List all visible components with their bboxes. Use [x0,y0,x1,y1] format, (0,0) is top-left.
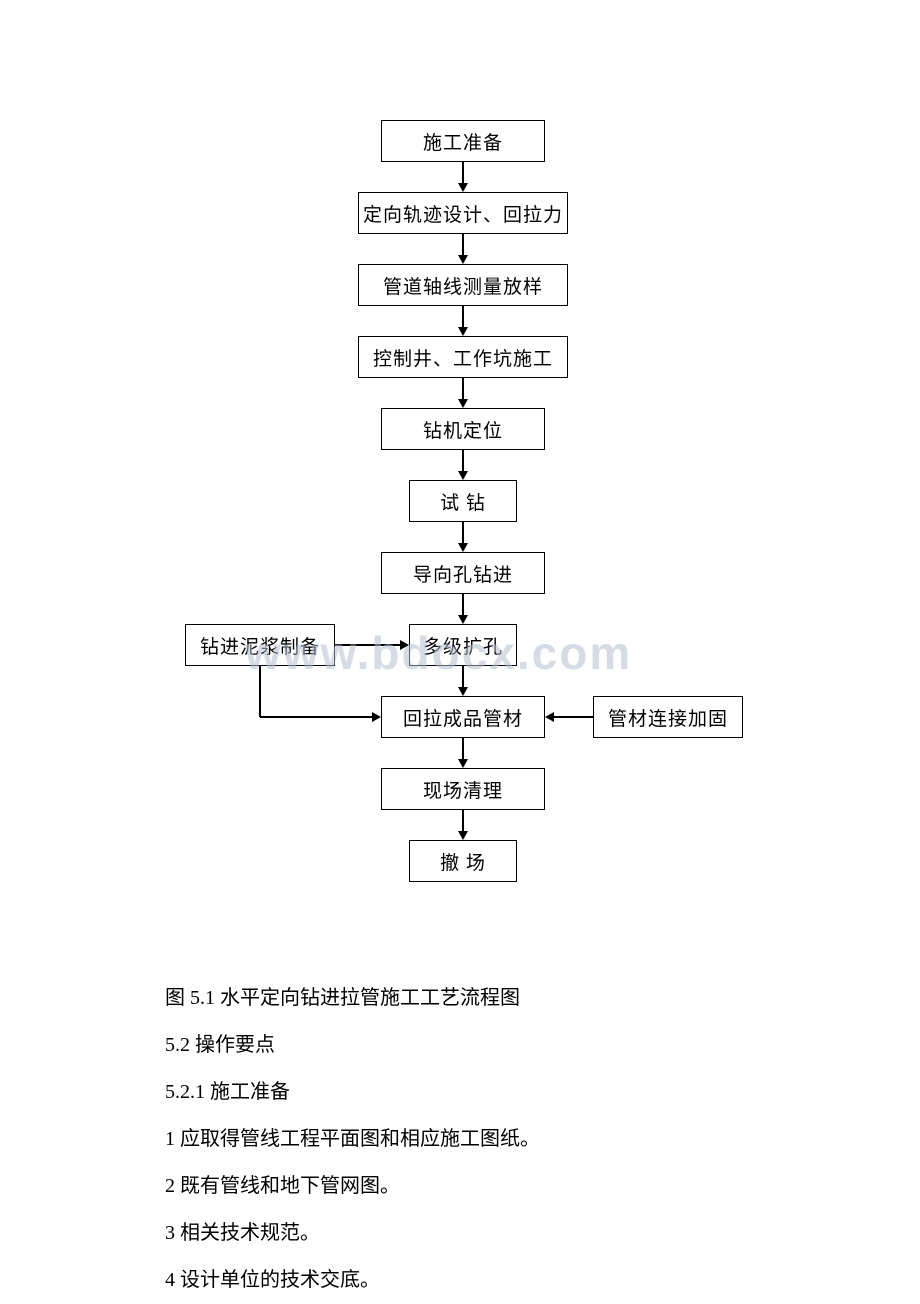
arrow [462,234,464,256]
arrow-head [458,615,468,624]
node-n6: 试 钻 [409,480,517,522]
node-left: 钻进泥浆制备 [185,624,335,666]
node-n11: 撤 场 [409,840,517,882]
node-n4: 控制井、工作坑施工 [358,336,568,378]
para-5: 3 相关技术规范。 [165,1210,785,1257]
node-n8: 多级扩孔 [409,624,517,666]
arrow [462,666,464,688]
node-n9: 回拉成品管材 [381,696,545,738]
node-n3: 管道轴线测量放样 [358,264,568,306]
para-4: 2 既有管线和地下管网图。 [165,1163,785,1210]
arrow-head [458,255,468,264]
arrow [462,738,464,760]
arrow [462,306,464,328]
arrow-head [458,543,468,552]
arrow [462,450,464,472]
arrow [553,716,593,718]
arrow-head [372,712,381,722]
connector [259,666,261,717]
arrow-head [458,399,468,408]
arrow-head [458,183,468,192]
para-1: 5.2 操作要点 [165,1022,785,1069]
arrow [335,644,401,646]
arrow-head [458,831,468,840]
para-3: 1 应取得管线工程平面图和相应施工图纸。 [165,1116,785,1163]
node-n10: 现场清理 [381,768,545,810]
arrow-head [458,759,468,768]
node-n1: 施工准备 [381,120,545,162]
arrow [462,162,464,184]
arrow [260,716,373,718]
arrow-head [458,471,468,480]
node-n5: 钻机定位 [381,408,545,450]
arrow [462,522,464,544]
text-content: 图 5.1 水平定向钻进拉管施工工艺流程图 5.2 操作要点 5.2.1 施工准… [165,975,785,1304]
para-6: 4 设计单位的技术交底。 [165,1257,785,1304]
arrow-head [458,687,468,696]
arrow [462,810,464,832]
node-right: 管材连接加固 [593,696,743,738]
para-2: 5.2.1 施工准备 [165,1069,785,1116]
arrow [462,378,464,400]
arrow [462,594,464,616]
arrow-head [400,640,409,650]
arrow-head [458,327,468,336]
node-n7: 导向孔钻进 [381,552,545,594]
node-n2: 定向轨迹设计、回拉力 [358,192,568,234]
arrow-head [545,712,554,722]
caption: 图 5.1 水平定向钻进拉管施工工艺流程图 [165,975,785,1022]
